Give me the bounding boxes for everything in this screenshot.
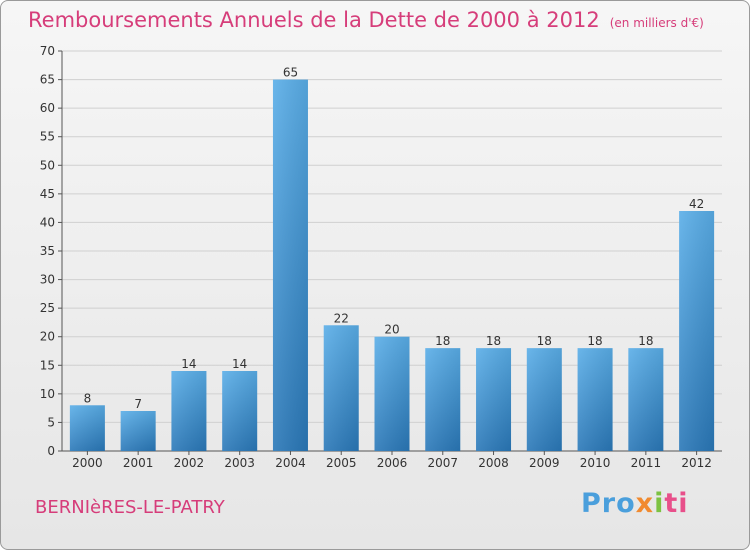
chart-title: Remboursements Annuels de la Dette de 20… bbox=[28, 8, 704, 32]
bar-shade bbox=[476, 348, 512, 451]
y-tick-label: 40 bbox=[40, 215, 55, 229]
y-tick-label: 25 bbox=[40, 301, 55, 315]
data-label: 18 bbox=[638, 334, 653, 348]
data-label: 18 bbox=[435, 334, 450, 348]
y-tick-label: 45 bbox=[40, 187, 55, 201]
commune-name: BERNIèRES-LE-PATRY bbox=[35, 497, 225, 518]
y-tick-label: 55 bbox=[40, 130, 55, 144]
y-tick-label: 5 bbox=[47, 415, 55, 429]
y-tick-label: 15 bbox=[40, 358, 55, 372]
y-tick-label: 50 bbox=[40, 158, 55, 172]
bar-shade bbox=[679, 211, 715, 451]
y-tick-label: 30 bbox=[40, 273, 55, 287]
bar-shade bbox=[171, 371, 207, 451]
chart-unit: (en milliers d'€) bbox=[609, 16, 704, 30]
x-tick-label: 2003 bbox=[224, 456, 255, 470]
x-tick-label: 2012 bbox=[681, 456, 712, 470]
data-label: 7 bbox=[134, 397, 142, 411]
x-tick-label: 2009 bbox=[529, 456, 560, 470]
x-tick-label: 2005 bbox=[326, 456, 357, 470]
bar-shade bbox=[323, 325, 359, 451]
x-tick-label: 2010 bbox=[580, 456, 611, 470]
data-label: 20 bbox=[384, 323, 399, 337]
logo-part-3: i bbox=[654, 488, 665, 519]
y-tick-label: 70 bbox=[40, 44, 55, 58]
bar-shade bbox=[577, 348, 613, 451]
bar-shade bbox=[222, 371, 258, 451]
x-tick-label: 2006 bbox=[377, 456, 408, 470]
bar-shade bbox=[526, 348, 562, 451]
x-tick-label: 2002 bbox=[174, 456, 205, 470]
x-tick-label: 2000 bbox=[72, 456, 103, 470]
y-tick-label: 10 bbox=[40, 387, 55, 401]
y-tick-label: 35 bbox=[40, 244, 55, 258]
chart-title-text: Remboursements Annuels de la Dette de 20… bbox=[28, 8, 600, 32]
y-tick-label: 65 bbox=[40, 73, 55, 87]
y-tick-label: 0 bbox=[47, 444, 55, 458]
y-tick-label: 20 bbox=[40, 330, 55, 344]
bar-shade bbox=[69, 405, 105, 451]
x-tick-label: 2004 bbox=[275, 456, 306, 470]
data-label: 8 bbox=[84, 391, 92, 405]
data-label: 14 bbox=[232, 357, 247, 371]
logo-part-1: Pro bbox=[581, 488, 636, 519]
data-label: 14 bbox=[181, 357, 196, 371]
logo-part-2: x bbox=[635, 488, 655, 519]
bar-shade bbox=[272, 79, 308, 452]
proxiti-logo: Proxiti bbox=[581, 488, 689, 519]
labels: 0 5 10 15 20 25 30 35 40 45 50 55 60 65 70 8 2000 7 2001 14… bbox=[40, 44, 712, 470]
data-label: 42 bbox=[689, 197, 704, 211]
y-tick-label: 60 bbox=[40, 101, 55, 115]
data-label: 18 bbox=[587, 334, 602, 348]
bar-shade bbox=[425, 348, 461, 451]
x-tick-label: 2008 bbox=[478, 456, 509, 470]
bar-shade bbox=[374, 336, 410, 451]
x-tick-label: 2007 bbox=[427, 456, 458, 470]
bars bbox=[69, 79, 715, 452]
data-label: 65 bbox=[283, 66, 298, 80]
data-label: 22 bbox=[334, 311, 349, 325]
bar-shade bbox=[628, 348, 664, 451]
x-tick-label: 2001 bbox=[123, 456, 154, 470]
logo-part-4: ti bbox=[664, 488, 689, 519]
data-label: 18 bbox=[486, 334, 501, 348]
bar-shade bbox=[120, 411, 156, 451]
data-label: 18 bbox=[537, 334, 552, 348]
x-tick-label: 2011 bbox=[631, 456, 662, 470]
